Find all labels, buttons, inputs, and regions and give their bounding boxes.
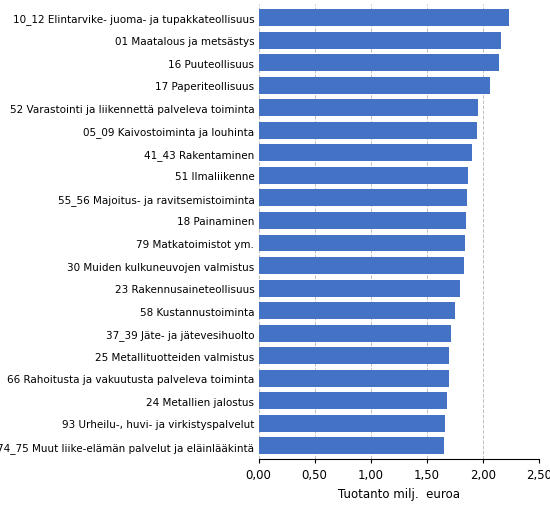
Bar xyxy=(258,302,455,320)
Bar xyxy=(258,415,445,432)
Bar xyxy=(258,438,444,454)
Bar xyxy=(258,258,464,275)
Bar xyxy=(258,55,499,72)
Bar xyxy=(258,392,447,410)
Bar xyxy=(258,10,509,27)
Bar xyxy=(258,100,478,117)
X-axis label: Tuotanto milj.  euroa: Tuotanto milj. euroa xyxy=(338,487,460,500)
Bar xyxy=(258,123,477,139)
Bar xyxy=(258,33,501,49)
Bar xyxy=(258,347,449,365)
Bar xyxy=(258,370,449,387)
Bar xyxy=(258,190,467,207)
Bar xyxy=(258,280,460,297)
Bar xyxy=(258,78,490,94)
Bar xyxy=(258,235,465,252)
Bar xyxy=(258,213,466,229)
Bar xyxy=(258,168,468,184)
Bar xyxy=(258,145,472,162)
Bar xyxy=(258,325,452,342)
